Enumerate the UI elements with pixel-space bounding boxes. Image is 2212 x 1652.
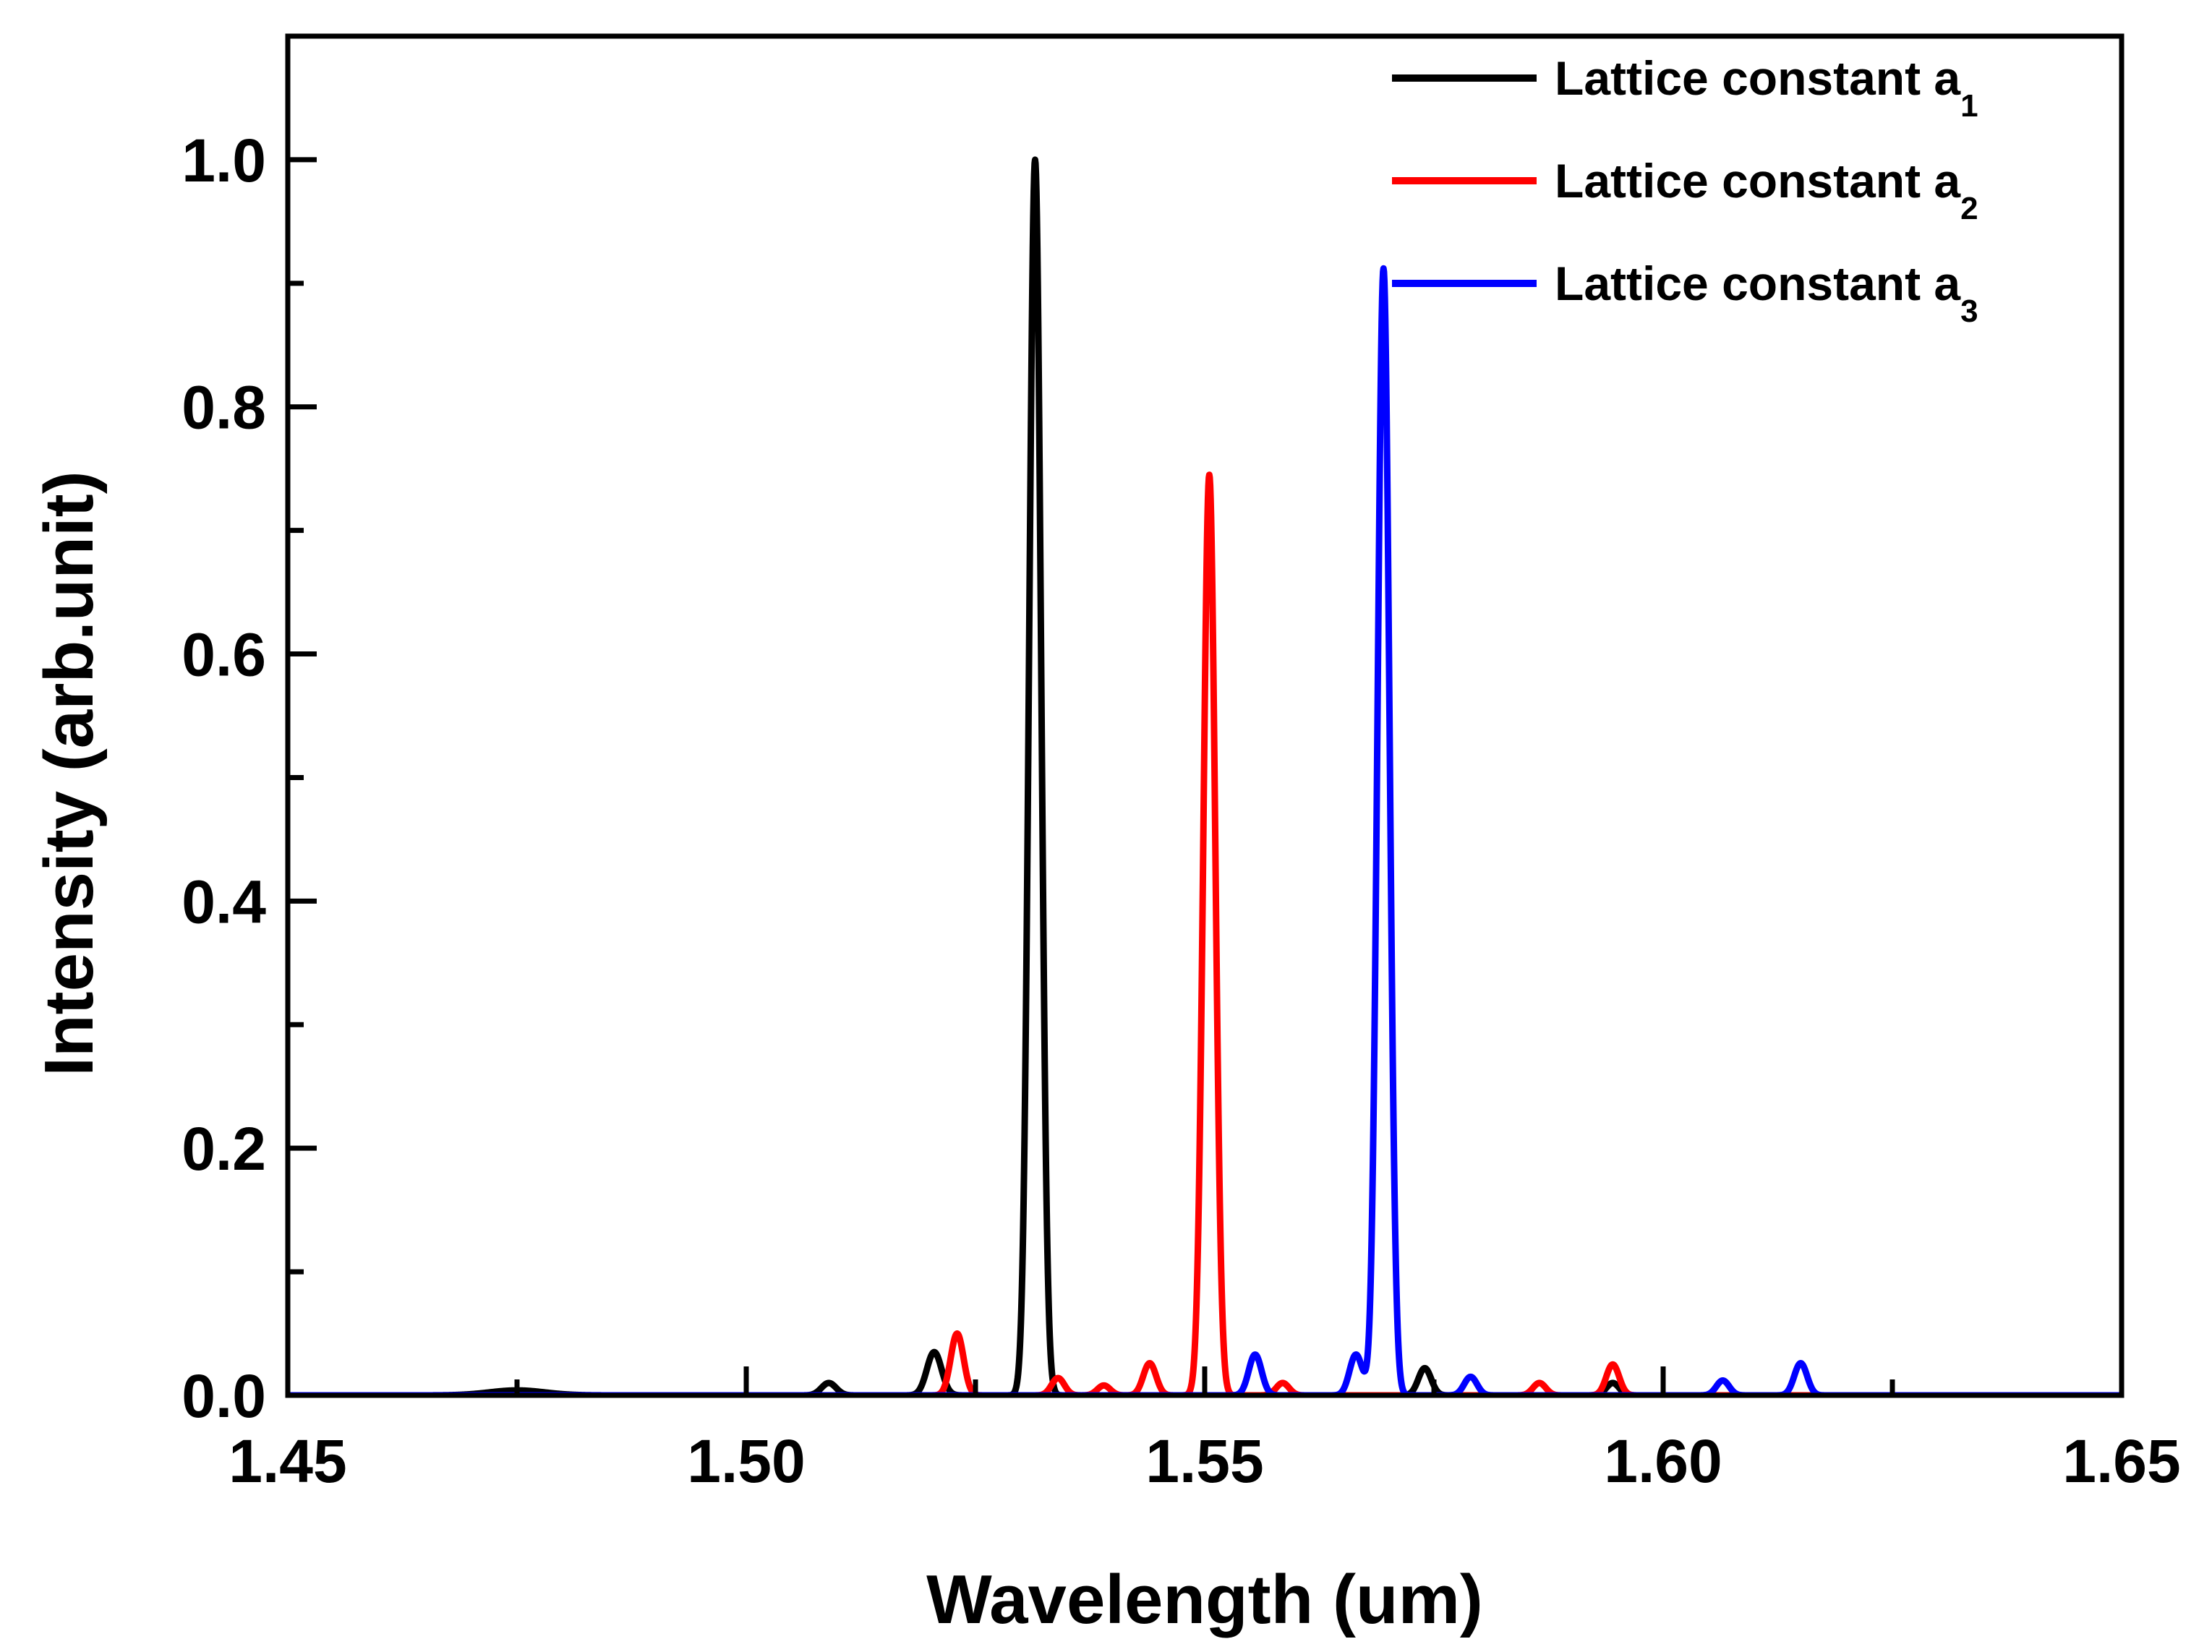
x-tick-label: 1.45 bbox=[229, 1427, 347, 1495]
legend-subscript: 2 bbox=[1960, 191, 1978, 226]
x-tick-label: 1.50 bbox=[687, 1427, 806, 1495]
x-tick-label: 1.65 bbox=[2062, 1427, 2181, 1495]
y-axis-title: Intensity (arb.unit) bbox=[30, 471, 108, 1076]
y-axis: 0.0 0.2 0.4 0.6 0.8 1.0 bbox=[182, 33, 317, 1430]
x-tick-label: 1.55 bbox=[1145, 1427, 1264, 1495]
legend: Lattice constant a1 Lattice constant a2 La… bbox=[1392, 51, 1978, 329]
y-tick-label: 0.4 bbox=[182, 868, 266, 936]
x-axis-title: Wavelength (um) bbox=[926, 1561, 1483, 1638]
y-tick-label: 0.0 bbox=[182, 1362, 266, 1430]
x-axis: 1.45 1.50 1.55 1.60 1.65 bbox=[229, 1366, 2181, 1495]
legend-label-1: Lattice constant a1 bbox=[1555, 51, 1978, 124]
y-tick-label: 0.8 bbox=[182, 374, 266, 442]
legend-subscript: 3 bbox=[1960, 294, 1978, 329]
series-group bbox=[288, 156, 2122, 1395]
legend-subscript: 1 bbox=[1960, 88, 1978, 124]
series-line-2 bbox=[288, 471, 2122, 1395]
y-tick-label: 0.6 bbox=[182, 621, 266, 689]
legend-label-2: Lattice constant a2 bbox=[1555, 154, 1978, 226]
x-tick-label: 1.60 bbox=[1604, 1427, 1722, 1495]
y-tick-label: 0.2 bbox=[182, 1115, 266, 1183]
legend-label-3: Lattice constant a3 bbox=[1555, 257, 1978, 329]
y-tick-label: 1.0 bbox=[182, 127, 266, 194]
